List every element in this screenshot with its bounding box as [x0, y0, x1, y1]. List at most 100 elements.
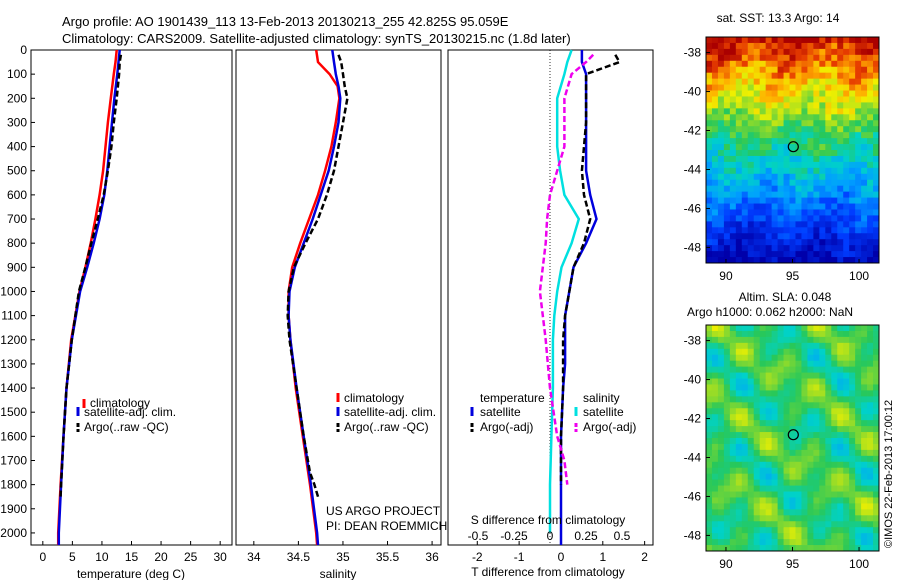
map-cell — [819, 239, 826, 246]
map-cell — [771, 443, 778, 451]
map-cell — [717, 251, 725, 258]
difference-xticks: -2 -1 0 1 2 — [472, 541, 648, 564]
map-cell — [711, 108, 719, 115]
map-cell — [759, 527, 767, 534]
map-cell — [706, 144, 713, 151]
map-cell — [867, 150, 874, 157]
map-cell — [837, 167, 844, 175]
salinity-panel: 34 34.5 35 35.5 36 salinity climatology sate… — [235, 49, 447, 580]
map-cell — [765, 239, 773, 246]
map-cell — [777, 342, 784, 350]
map-cell — [753, 132, 761, 139]
map-cell — [849, 179, 856, 187]
map-cell — [873, 138, 880, 145]
map-cell — [831, 479, 838, 486]
map-cell — [861, 138, 868, 145]
map-cell — [729, 384, 737, 391]
map-cell — [723, 60, 731, 68]
map-cell — [795, 390, 802, 397]
depth-tick-label: 2000 — [0, 526, 27, 540]
map-cell — [867, 354, 874, 362]
map-cell — [735, 396, 743, 403]
map-cell — [813, 167, 820, 175]
map-cell — [711, 426, 719, 433]
map-cell — [825, 155, 832, 163]
map-cell — [723, 167, 731, 175]
map-cell — [747, 372, 755, 379]
map-cell — [843, 167, 850, 175]
x-tick-label: 34 — [247, 550, 261, 564]
map-cell — [753, 96, 761, 103]
map-cell — [783, 497, 790, 504]
map-cell — [711, 245, 719, 252]
map-cell — [777, 179, 784, 187]
map-cell — [849, 239, 856, 246]
map-cell — [855, 48, 862, 56]
map-cell — [783, 126, 790, 133]
map-cell — [711, 384, 719, 391]
map-cell — [706, 209, 713, 216]
map-cell — [837, 467, 844, 475]
map-cell — [837, 72, 844, 80]
map-cell — [723, 48, 731, 56]
map-cell — [825, 191, 832, 198]
map-cell — [831, 509, 838, 516]
map-cell — [717, 384, 725, 391]
map-cell — [819, 114, 826, 121]
map-cell — [861, 179, 868, 187]
map-cell — [837, 60, 844, 68]
map-cell — [735, 245, 743, 252]
map-cell — [777, 384, 784, 391]
map-cell — [735, 414, 743, 421]
map-cell — [747, 209, 755, 216]
map-cell — [759, 102, 767, 109]
map-cell — [729, 342, 737, 350]
map-cell — [843, 233, 850, 240]
map-cell — [735, 545, 743, 552]
map-cell — [783, 114, 790, 121]
map-cell — [711, 96, 719, 103]
map-cell — [765, 539, 773, 546]
map-cell — [843, 479, 850, 486]
map-cell — [771, 521, 778, 528]
map-cell — [831, 420, 838, 427]
map-cell — [867, 96, 874, 103]
map-cell — [807, 114, 814, 121]
map-cell — [819, 155, 826, 163]
map-cell — [867, 179, 874, 187]
map-cell — [825, 221, 832, 228]
map-cell — [801, 467, 808, 475]
map-cell — [867, 84, 874, 91]
map-cell — [789, 185, 796, 193]
map-cell — [843, 509, 850, 516]
map-cell — [873, 539, 880, 546]
map-cell — [771, 360, 778, 368]
map-cell — [849, 378, 856, 385]
map-cell — [759, 479, 767, 486]
map-cell — [723, 150, 731, 157]
map-cell — [831, 221, 838, 228]
map-cell — [831, 191, 838, 198]
map-cell — [717, 167, 725, 175]
map-cell — [747, 203, 755, 210]
map-cell — [771, 533, 778, 540]
map-cell — [747, 533, 755, 540]
map-cell — [789, 102, 796, 109]
map-cell — [855, 491, 862, 498]
map-cell — [717, 144, 725, 151]
map-cell — [753, 491, 761, 498]
map-cell — [723, 78, 731, 85]
map-cell — [831, 185, 838, 193]
x-tick-label: -1 — [514, 550, 525, 564]
map-cell — [831, 325, 838, 332]
map-cell — [873, 372, 880, 379]
map-cell — [807, 132, 814, 139]
map-cell — [789, 179, 796, 187]
map-cell — [837, 90, 844, 97]
map-cell — [867, 473, 874, 481]
map-cell — [747, 402, 755, 409]
map-cell — [759, 257, 767, 264]
map-cell — [711, 432, 719, 439]
map-cell — [855, 336, 862, 344]
map-cell — [783, 366, 790, 373]
